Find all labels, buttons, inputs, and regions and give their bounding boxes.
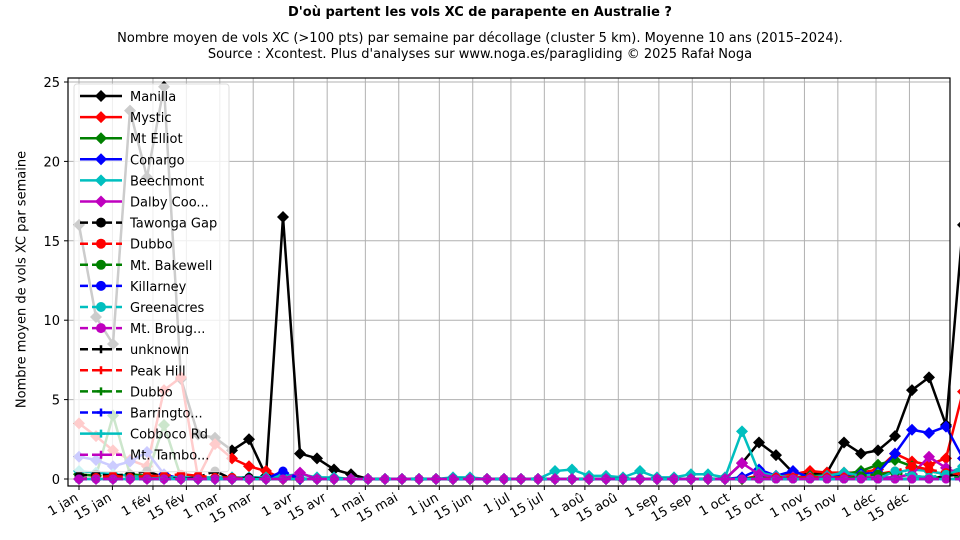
legend-label: Cobboco Rd xyxy=(130,428,208,443)
svg-text:15 jun: 15 jun xyxy=(432,490,475,523)
svg-text:15 fév: 15 fév xyxy=(145,490,188,524)
legend-label: Mt Elliot xyxy=(130,132,183,147)
y-axis: 0 5 10 15 20 25 xyxy=(43,76,68,488)
svg-text:1 jul: 1 jul xyxy=(481,490,513,517)
svg-text:15: 15 xyxy=(43,235,60,250)
svg-text:15 jul: 15 jul xyxy=(508,490,547,521)
legend-label: Tawonga Gap xyxy=(129,217,217,232)
svg-text:15 avr: 15 avr xyxy=(286,490,330,524)
svg-text:5: 5 xyxy=(52,394,60,409)
series-lines xyxy=(73,80,960,485)
legend-label: Mt. Tambo... xyxy=(130,449,209,464)
svg-text:25: 25 xyxy=(43,76,60,91)
subtitle-line-1: Nombre moyen de vols XC (>100 pts) par s… xyxy=(117,31,843,46)
legend-label: Dubbo xyxy=(130,385,173,400)
chart-title: D'où partent les vols XC de parapente en… xyxy=(288,5,672,20)
svg-text:15 oct: 15 oct xyxy=(723,490,766,523)
svg-text:0: 0 xyxy=(52,473,60,488)
legend-label: Manilla xyxy=(130,90,176,105)
svg-text:20: 20 xyxy=(43,155,60,170)
legend-label: Dalby Coo... xyxy=(130,196,209,211)
legend-label: Killarney xyxy=(130,280,187,295)
legend-label: Peak Hill xyxy=(130,364,186,379)
legend-label: Mt. Bakewell xyxy=(130,259,212,274)
subtitle-line-2: Source : Xcontest. Plus d'analyses sur w… xyxy=(207,47,753,62)
series-line xyxy=(78,465,960,481)
legend-label: Barringto... xyxy=(130,407,203,422)
legend-label: unknown xyxy=(130,343,189,358)
svg-text:10: 10 xyxy=(43,314,60,329)
legend-label: Mystic xyxy=(130,111,172,126)
chart-subtitle: Nombre moyen de vols XC (>100 pts) par s… xyxy=(0,31,960,63)
svg-text:15 jan: 15 jan xyxy=(72,490,115,523)
legend-label: Mt. Broug... xyxy=(130,322,205,337)
legend-label: Beechmont xyxy=(130,174,204,189)
legend-label: Greenacres xyxy=(130,301,205,316)
legend-label: Conargo xyxy=(130,153,185,168)
plot-frame xyxy=(67,77,951,487)
legend: Manilla Mystic Mt Elliot Conargo Beechmont Da… xyxy=(73,83,230,473)
legend-label: Dubbo xyxy=(130,238,173,253)
